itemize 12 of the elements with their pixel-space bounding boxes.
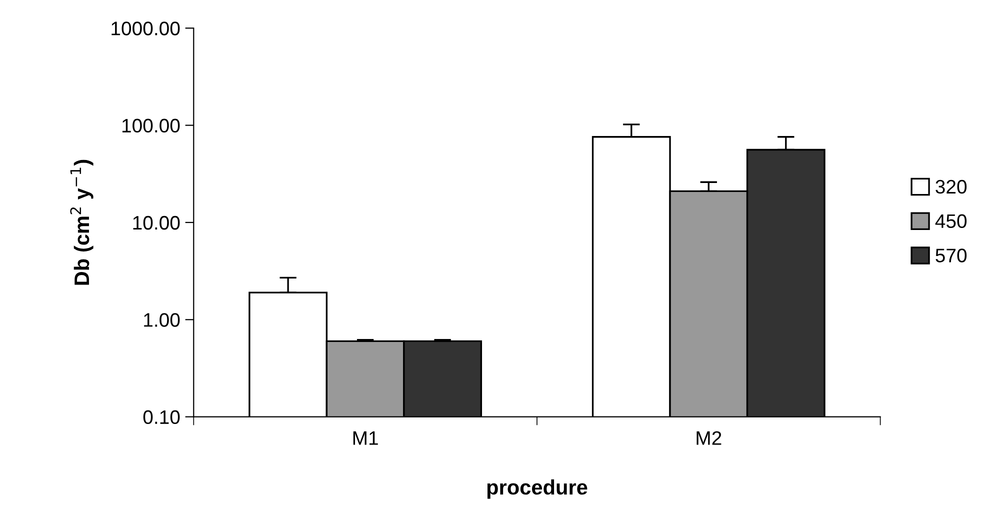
y-tick-label: 10.00 [133,216,180,230]
x-tick-label: M1 [353,431,378,445]
x-axis-title: procedure [487,479,588,499]
legend-label: 450 [935,214,967,228]
legend-label: 570 [936,248,967,262]
y-axis-title: Db (cm$^{2}$ y$^{−1}$) [70,160,94,285]
y-tick-label: 1.00 [144,313,180,327]
x-tick-label: M2 [696,431,722,445]
legend-label: 320 [936,180,967,194]
y-tick-label: 0.10 [143,410,180,424]
y-tick-label: 1000.00 [112,22,180,36]
y-tick-label: 100.00 [122,118,180,133]
